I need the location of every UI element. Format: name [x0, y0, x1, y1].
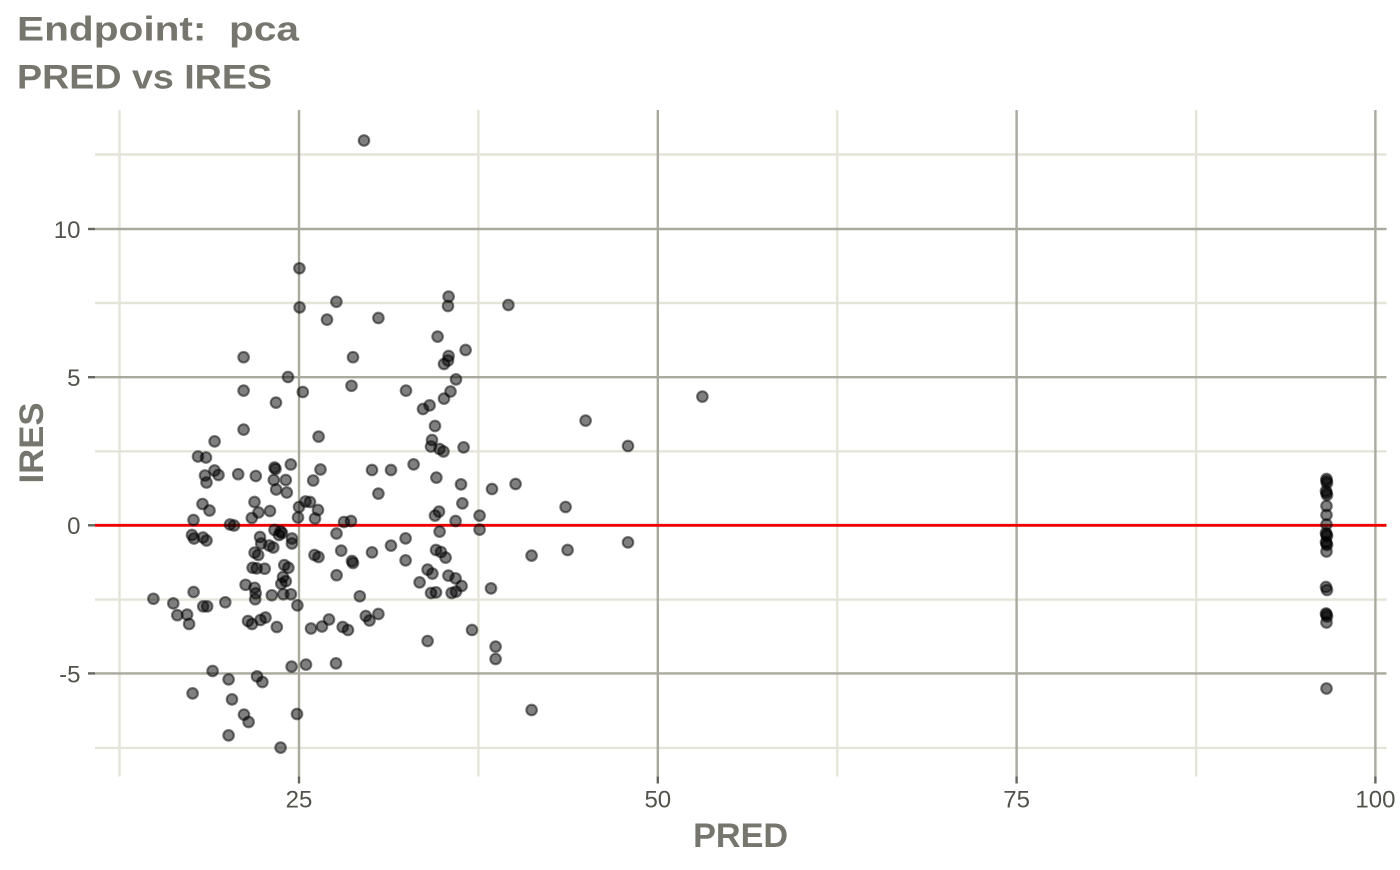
svg-text:Endpoint: pca: Endpoint: pca: [17, 11, 300, 49]
svg-text:25: 25: [286, 787, 313, 814]
svg-text:10: 10: [54, 217, 81, 244]
svg-text:-5: -5: [59, 661, 80, 688]
svg-text:5: 5: [67, 365, 80, 392]
svg-text:100: 100: [1355, 787, 1395, 814]
svg-text:0: 0: [67, 513, 80, 540]
svg-text:IRES: IRES: [13, 403, 51, 484]
svg-text:PRED vs IRES: PRED vs IRES: [17, 59, 272, 97]
svg-text:50: 50: [644, 787, 671, 814]
svg-text:PRED: PRED: [693, 817, 788, 855]
svg-text:75: 75: [1003, 787, 1030, 814]
